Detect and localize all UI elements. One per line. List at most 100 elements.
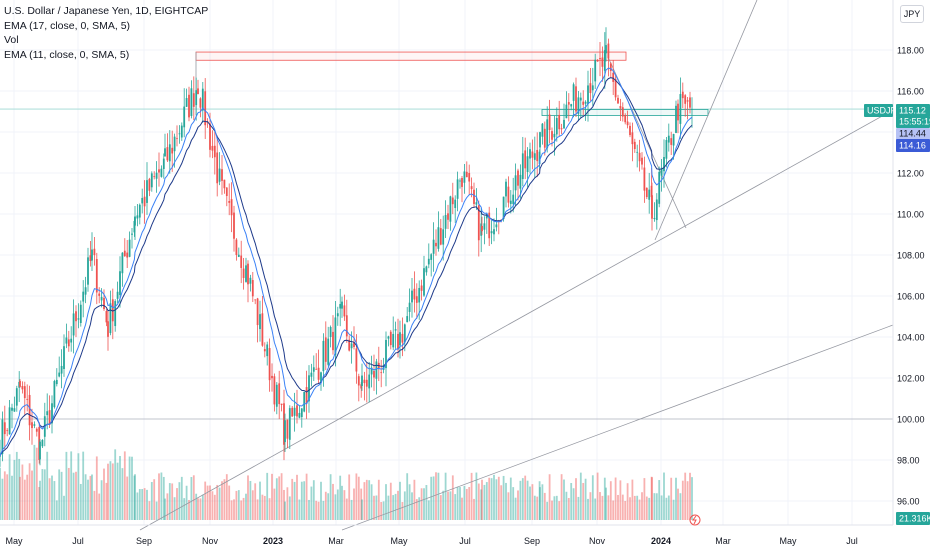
candle-body [173, 136, 176, 152]
volume-tag: 21.316K [896, 512, 932, 525]
candle-body [312, 367, 315, 372]
candle-body [72, 313, 75, 336]
ema-17-tag-text: 114.44 [899, 129, 926, 139]
candle-body [218, 168, 221, 182]
x-tick-label: Mar [715, 536, 731, 546]
volume-bar [261, 494, 264, 520]
volume-bar [475, 472, 478, 520]
volume-bar [95, 456, 98, 520]
time-axis[interactable]: May Jul Sep Nov 2023 Mar May Jul Sep Nov 2024 Mar Ma… [0, 524, 893, 546]
price-axis[interactable]: 96.00 98.00 100.00 102.00 104.00 106.00 108.00… [892, 0, 925, 525]
candle-body [55, 379, 58, 385]
volume-bar [411, 492, 413, 520]
volume-bar [582, 482, 585, 520]
volume-bar [63, 495, 65, 520]
candle-body [560, 128, 563, 130]
candle-body [493, 229, 495, 235]
volume-bar [392, 495, 395, 520]
ema-17-legend[interactable]: EMA (17, close, 0, SMA, 5) [4, 19, 131, 32]
candle-body [551, 131, 553, 140]
candle-body [643, 167, 646, 191]
candle-body [660, 167, 663, 176]
volume-bar [259, 481, 261, 520]
x-tick-label: Mar [328, 536, 344, 546]
volume-bar [609, 481, 612, 520]
symbol-title[interactable]: U.S. Dollar / Japanese Yen, 1D, EIGHTCAP [4, 5, 209, 17]
volume-bar [361, 499, 363, 520]
x-tick-label: 2023 [263, 536, 283, 546]
candle-body [514, 175, 517, 191]
candle-body [594, 59, 597, 82]
candle-body [213, 145, 216, 158]
volume-bar [607, 495, 610, 520]
volume-bar [58, 469, 61, 520]
volume-bar [305, 473, 308, 520]
ema-11-line [0, 67, 693, 457]
candle-body [584, 101, 587, 104]
volume-bar [401, 501, 404, 520]
candle-body [39, 441, 41, 460]
candle-body [512, 194, 515, 204]
volume-bar [320, 481, 322, 520]
candle-body [526, 156, 529, 173]
candle-body [629, 125, 631, 136]
candle-body [33, 424, 36, 426]
volume-bar [519, 480, 522, 520]
candle-body [53, 381, 56, 408]
volume-bar [162, 476, 165, 520]
volume-bar [39, 480, 41, 520]
candle-body [483, 223, 486, 230]
volume-bar [563, 479, 565, 520]
candle-body [82, 291, 85, 302]
volume-bar [317, 501, 320, 520]
candle-body [365, 379, 368, 387]
volume-bar [539, 487, 541, 520]
candle-body [204, 91, 207, 126]
volume-legend[interactable]: Vol [4, 34, 19, 46]
volume-bar [629, 497, 631, 520]
volume-bar [558, 501, 561, 520]
candle-body [209, 123, 211, 150]
candle-body [278, 383, 281, 405]
volume-bar [28, 463, 31, 520]
candle-body [555, 118, 558, 135]
volume-bar [143, 488, 146, 520]
candle-body [284, 420, 286, 443]
candle-body [283, 403, 285, 445]
volume-bar [254, 483, 257, 520]
candle-body [599, 58, 601, 60]
volume-bar [286, 487, 289, 520]
candle-body [449, 196, 452, 222]
x-tick-label: Nov [202, 536, 219, 546]
candle-body [148, 178, 151, 191]
ema-17-line [0, 77, 693, 457]
candle-body [26, 399, 29, 400]
candle-body [380, 372, 383, 374]
candle-body [280, 403, 283, 405]
volume-bar [103, 468, 105, 520]
volume-bar [126, 476, 129, 520]
candle-body [533, 153, 536, 160]
volume-bar [512, 487, 515, 520]
volume-bar [672, 499, 675, 520]
volume-bar [21, 464, 24, 520]
volume-bar [605, 487, 607, 520]
volume-bar [247, 475, 249, 520]
candle-body [543, 128, 546, 148]
volume-bar [536, 496, 539, 520]
volume-bar [160, 472, 163, 520]
volume-bar [648, 497, 651, 520]
ema-11-legend[interactable]: EMA (11, close, 0, SMA, 5) [4, 48, 130, 61]
currency-label[interactable]: JPY [900, 5, 924, 23]
candle-body [341, 301, 343, 309]
candle-body [389, 331, 392, 346]
candle-body [575, 86, 577, 112]
candle-body [111, 299, 114, 322]
candle-body [502, 196, 505, 220]
candle-body [271, 375, 273, 379]
candle-body [249, 277, 252, 284]
candle-body [171, 147, 174, 154]
candle-body [411, 290, 413, 303]
candle-body [199, 98, 202, 108]
